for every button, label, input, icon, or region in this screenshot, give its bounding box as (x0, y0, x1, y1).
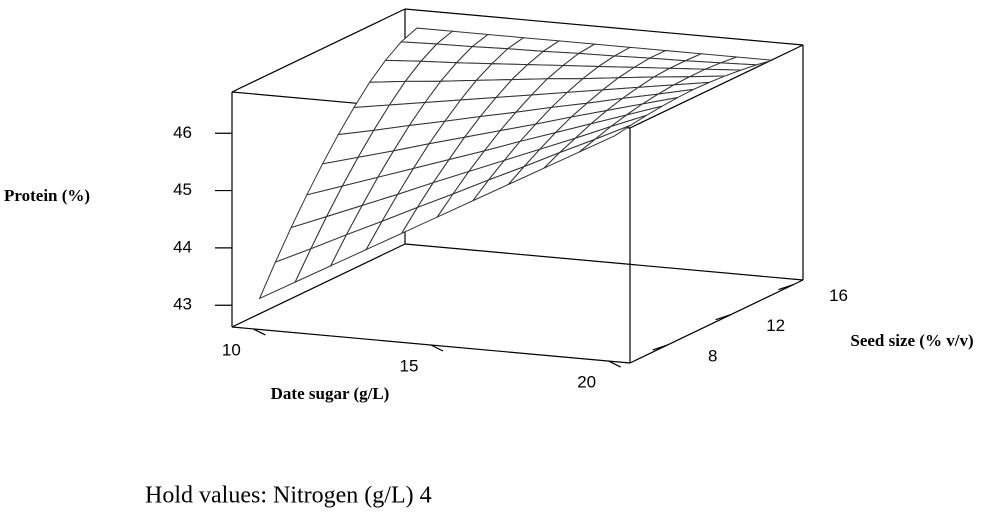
surface-cell (579, 124, 631, 153)
y-axis-label: Seed size (% v/v) (850, 331, 973, 350)
z-tick-label: 43 (173, 295, 192, 314)
z-tick-label: 45 (173, 180, 192, 199)
box-edge (404, 243, 804, 281)
box-edge (231, 243, 406, 328)
box-edge (231, 8, 406, 93)
x-tick-label: 20 (577, 373, 596, 392)
y-tick (778, 283, 794, 291)
x-tick (430, 344, 444, 352)
y-tick (715, 314, 731, 321)
z-tick-label: 46 (173, 123, 192, 142)
y-tick-label: 8 (708, 346, 717, 365)
y-tick-label: 16 (829, 286, 848, 305)
hold-values-note: Hold values: Nitrogen (g/L) 4 (145, 483, 432, 509)
x-tick-label: 10 (222, 340, 241, 359)
z-axis-label: Protein (%) (4, 186, 90, 205)
x-tick (608, 360, 621, 368)
y-tick-label: 12 (766, 316, 785, 335)
box-edge (404, 8, 804, 46)
box-edge (629, 279, 804, 364)
x-axis-label: Date sugar (g/L) (271, 384, 390, 403)
box-edge (629, 44, 804, 129)
x-tick-label: 15 (400, 356, 419, 375)
x-tick (253, 328, 266, 336)
y-tick (652, 344, 668, 351)
z-tick-label: 44 (173, 237, 192, 256)
